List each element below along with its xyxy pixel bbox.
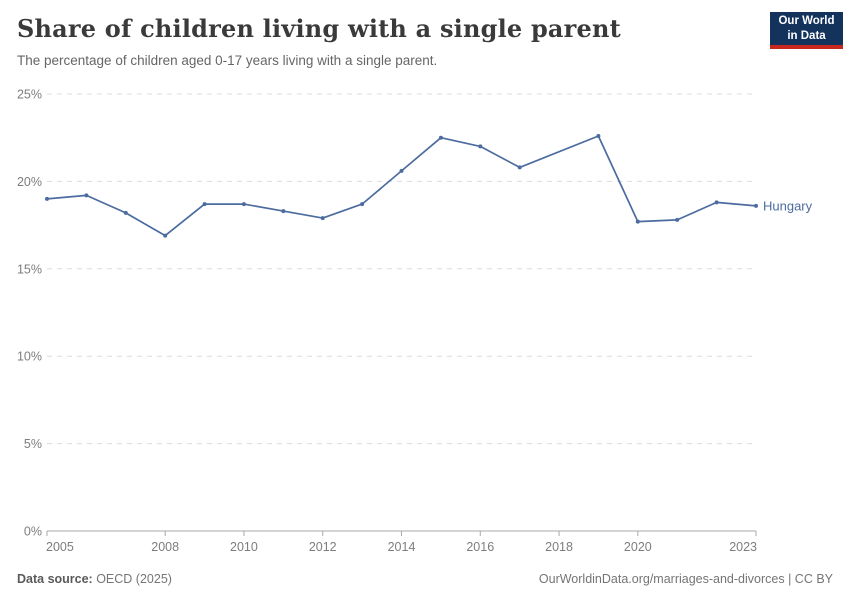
data-point-2005[interactable] (45, 196, 49, 201)
data-point-2006[interactable] (84, 193, 89, 198)
x-axis-tick-label: 2010 (230, 540, 258, 554)
data-point-2017[interactable] (517, 165, 522, 170)
x-axis-tick-label: 2016 (466, 540, 494, 554)
data-point-2007[interactable] (123, 210, 128, 215)
x-axis-tick-label: 2018 (545, 540, 573, 554)
data-point-2015[interactable] (438, 135, 443, 140)
data-point-2011[interactable] (281, 209, 286, 214)
chart-title: Share of children living with a single p… (17, 14, 621, 43)
owid-logo[interactable]: Our World in Data (770, 12, 843, 49)
data-point-2022[interactable] (714, 200, 719, 205)
data-source-label: Data source: (17, 572, 93, 586)
owid-logo-line1: Our World (778, 15, 835, 28)
x-axis-tick-label: 2008 (151, 540, 179, 554)
owid-url-link[interactable]: OurWorldinData.org/marriages-and-divorce… (538, 572, 785, 586)
license-text: | CC BY (784, 572, 833, 586)
data-point-2013[interactable] (360, 202, 365, 207)
data-point-2008[interactable] (163, 233, 168, 238)
data-point-2014[interactable] (399, 168, 404, 173)
data-point-2010[interactable] (241, 202, 246, 207)
y-axis-tick-label: 10% (17, 350, 42, 364)
data-point-2023[interactable] (754, 203, 758, 208)
y-axis-tick-label: 5% (24, 437, 42, 451)
series-end-label: Hungary (763, 198, 813, 213)
owid-logo-line2: in Data (787, 29, 826, 42)
attribution: OurWorldinData.org/marriages-and-divorce… (539, 572, 833, 586)
y-axis-tick-label: 15% (17, 262, 42, 276)
data-point-2009[interactable] (202, 202, 207, 207)
data-point-2019[interactable] (596, 134, 601, 138)
data-line-hungary (46, 135, 757, 237)
data-point-2012[interactable] (320, 216, 325, 221)
x-axis-tick-label: 2023 (729, 540, 757, 554)
data-point-2020[interactable] (635, 219, 640, 224)
data-source: Data source: OECD (2025) (17, 572, 172, 586)
chart-header: Share of children living with a single p… (17, 14, 760, 68)
x-axis-tick-label: 2020 (624, 540, 652, 554)
data-source-value: OECD (2025) (92, 572, 172, 586)
data-point-2021[interactable] (675, 217, 680, 222)
y-axis-tick-label: 25% (17, 88, 42, 102)
x-axis-tick-label: 2012 (309, 540, 337, 554)
x-axis-tick-label: 2014 (388, 540, 416, 554)
chart-subtitle: The percentage of children aged 0-17 yea… (17, 53, 438, 68)
chart-footer: Data source: OECD (2025) OurWorldinData.… (17, 572, 833, 586)
data-point-2016[interactable] (478, 144, 483, 149)
y-axis-tick-label: 20% (17, 175, 42, 189)
x-axis-tick-label: 2005 (46, 540, 74, 554)
y-axis-tick-label: 0% (24, 525, 42, 539)
